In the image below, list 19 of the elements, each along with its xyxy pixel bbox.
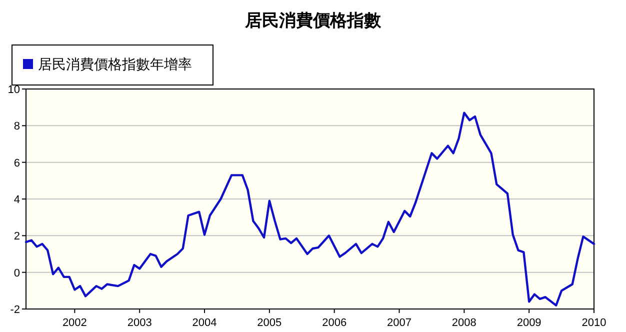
x-tick-label: 2002	[62, 317, 87, 329]
chart-title: 居民消費價格指數	[244, 11, 382, 30]
x-tick-label: 2009	[516, 317, 542, 329]
y-tick-label: 0	[14, 267, 20, 280]
line-series	[24, 112, 596, 306]
y-tick-label: 8	[14, 120, 20, 133]
x-tick-label: 2005	[257, 317, 282, 329]
x-tick-label: 2010	[582, 317, 606, 329]
x-tick-label: 2003	[127, 317, 152, 329]
y-tick-label: 2	[14, 230, 20, 243]
y-tick-label: 10	[8, 84, 20, 96]
y-tick-label: 4	[14, 194, 20, 206]
x-tick-label: 2004	[192, 317, 217, 329]
y-tick-label: -2	[10, 304, 20, 316]
x-tick-label: 2006	[322, 317, 347, 329]
x-tick-label: 2007	[387, 317, 412, 329]
y-tick-label: 6	[14, 157, 20, 170]
x-tick-label: 2008	[452, 317, 476, 329]
legend-label: 居民消費價格指數年增率	[38, 56, 192, 72]
